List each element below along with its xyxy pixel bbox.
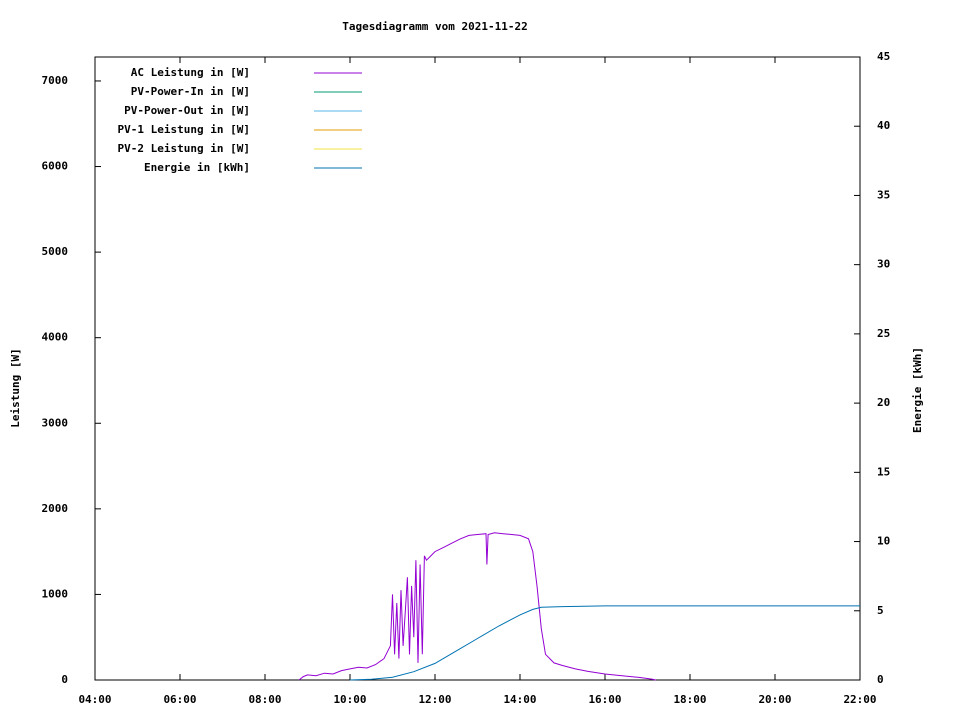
plot-frame: [94, 56, 861, 681]
legend-label: PV-Power-In in [W]: [131, 85, 250, 98]
chart-title: Tagesdiagramm vom 2021-11-22: [342, 20, 527, 33]
x-tick-label: 10:00: [333, 693, 366, 706]
y2-axis-label: Energie [kWh]: [911, 347, 924, 433]
y-tick-label: 6000: [42, 160, 69, 173]
y2-tick-label: 45: [877, 50, 890, 63]
y2-tick-label: 0: [877, 673, 884, 686]
legend-label: PV-2 Leistung in [W]: [118, 142, 250, 155]
y2-tick-label: 25: [877, 327, 890, 340]
legend-label: PV-Power-Out in [W]: [124, 104, 250, 117]
y-tick-label: 2000: [42, 502, 69, 515]
y2-tick-label: 35: [877, 188, 890, 201]
legend-label: Energie in [kWh]: [144, 161, 250, 174]
y-tick-label: 7000: [42, 74, 69, 87]
y2-tick-label: 5: [877, 604, 884, 617]
x-tick-label: 12:00: [418, 693, 451, 706]
y2-tick-label: 20: [877, 396, 890, 409]
y2-tick-label: 30: [877, 258, 890, 271]
legend-label: AC Leistung in [W]: [131, 66, 250, 79]
y2-tick-label: 10: [877, 535, 890, 548]
x-tick-label: 04:00: [78, 693, 111, 706]
x-tick-label: 06:00: [163, 693, 196, 706]
x-tick-label: 08:00: [248, 693, 281, 706]
series-line: [349, 605, 860, 681]
x-tick-label: 22:00: [843, 693, 876, 706]
y-axis-label: Leistung [W]: [9, 348, 22, 427]
y-tick-label: 0: [61, 673, 68, 686]
x-tick-label: 16:00: [588, 693, 621, 706]
y-tick-label: 5000: [42, 245, 69, 258]
x-tick-label: 20:00: [758, 693, 791, 706]
y-tick-label: 3000: [42, 416, 69, 429]
y-tick-label: 4000: [42, 331, 69, 344]
x-tick-label: 14:00: [503, 693, 536, 706]
series-line: [298, 532, 657, 681]
y2-tick-label: 40: [877, 119, 890, 132]
legend-label: PV-1 Leistung in [W]: [118, 123, 250, 136]
y-tick-label: 1000: [42, 587, 69, 600]
y2-tick-label: 15: [877, 465, 890, 478]
x-tick-label: 18:00: [673, 693, 706, 706]
